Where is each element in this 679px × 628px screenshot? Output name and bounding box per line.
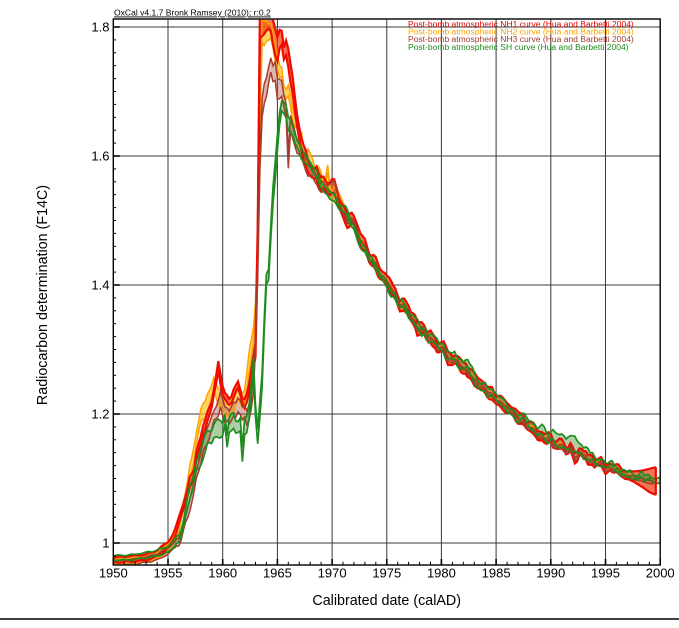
svg-text:2000: 2000 bbox=[646, 566, 675, 581]
svg-text:Post-bomb atmospheric SH curve: Post-bomb atmospheric SH curve (Hua and … bbox=[408, 42, 629, 52]
svg-text:1970: 1970 bbox=[318, 566, 347, 581]
svg-text:1.2: 1.2 bbox=[91, 407, 109, 422]
svg-text:1955: 1955 bbox=[154, 566, 183, 581]
svg-text:1965: 1965 bbox=[263, 566, 292, 581]
svg-text:OxCal v4.1.7 Bronk Ramsey (201: OxCal v4.1.7 Bronk Ramsey (2010); r:0.2 bbox=[114, 8, 271, 18]
svg-text:1: 1 bbox=[102, 536, 109, 551]
svg-text:1960: 1960 bbox=[208, 566, 237, 581]
svg-text:1975: 1975 bbox=[372, 566, 401, 581]
svg-text:1990: 1990 bbox=[536, 566, 565, 581]
svg-text:1995: 1995 bbox=[591, 566, 620, 581]
svg-text:1950: 1950 bbox=[99, 566, 128, 581]
svg-text:1.8: 1.8 bbox=[91, 20, 109, 35]
svg-text:Calibrated date (calAD): Calibrated date (calAD) bbox=[312, 593, 461, 609]
svg-text:Post-bomb atmospheric NH3 curv: Post-bomb atmospheric NH3 curve (Hua and… bbox=[408, 34, 634, 44]
svg-text:Post-bomb atmospheric NH2 curv: Post-bomb atmospheric NH2 curve (Hua and… bbox=[408, 27, 634, 37]
svg-text:1.6: 1.6 bbox=[91, 149, 109, 164]
svg-text:1980: 1980 bbox=[427, 566, 456, 581]
svg-text:Post-bomb atmospheric NH1 curv: Post-bomb atmospheric NH1 curve (Hua and… bbox=[408, 19, 634, 29]
svg-text:Radiocarbon determination (F14: Radiocarbon determination (F14C) bbox=[35, 185, 51, 405]
svg-text:1.4: 1.4 bbox=[91, 278, 109, 293]
svg-text:1985: 1985 bbox=[482, 566, 511, 581]
